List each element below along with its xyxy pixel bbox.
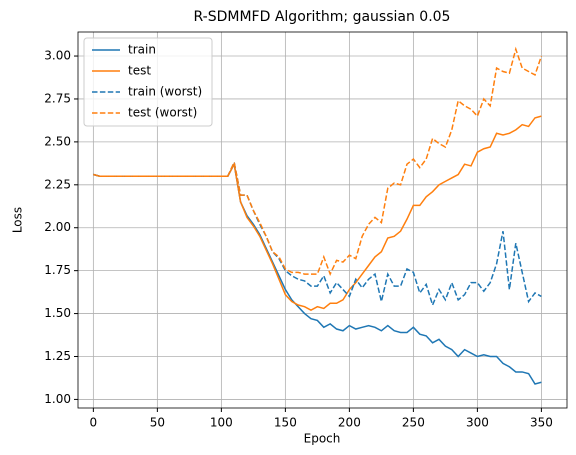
x-tick-label: 150 xyxy=(274,416,297,430)
x-tick-label: 300 xyxy=(466,416,489,430)
legend-label: test (worst) xyxy=(128,106,197,120)
legend-label: train xyxy=(128,43,156,57)
y-tick-label: 2.50 xyxy=(44,134,71,148)
series-line xyxy=(93,115,542,311)
y-tick-label: 2.75 xyxy=(44,91,71,105)
x-tick-label: 100 xyxy=(210,416,233,430)
x-tick-label: 0 xyxy=(90,416,98,430)
y-tick-label: 3.00 xyxy=(44,49,71,63)
plot-frame xyxy=(77,31,568,409)
y-tick-label: 2.00 xyxy=(44,220,71,234)
y-tick-label: 1.75 xyxy=(44,263,71,277)
legend-label: test xyxy=(128,64,151,78)
x-tick-label: 350 xyxy=(530,416,553,430)
y-tick-label: 2.25 xyxy=(44,177,71,191)
chart-title: R-SDMMFD Algorithm; gaussian 0.05 xyxy=(194,9,451,25)
y-axis-label: Loss xyxy=(11,207,25,233)
y-tick-label: 1.00 xyxy=(44,392,71,406)
series-line xyxy=(93,160,542,308)
y-tick-label: 1.25 xyxy=(44,349,71,363)
x-tick-label: 50 xyxy=(150,416,165,430)
legend-label: train (worst) xyxy=(128,85,202,99)
y-tick-label: 1.50 xyxy=(44,306,71,320)
legend-box xyxy=(83,37,213,127)
x-axis-label: Epoch xyxy=(304,432,341,446)
x-tick-label: 250 xyxy=(402,416,425,430)
series-line xyxy=(93,161,542,385)
series-line xyxy=(93,46,543,277)
x-tick-label: 200 xyxy=(338,416,361,430)
